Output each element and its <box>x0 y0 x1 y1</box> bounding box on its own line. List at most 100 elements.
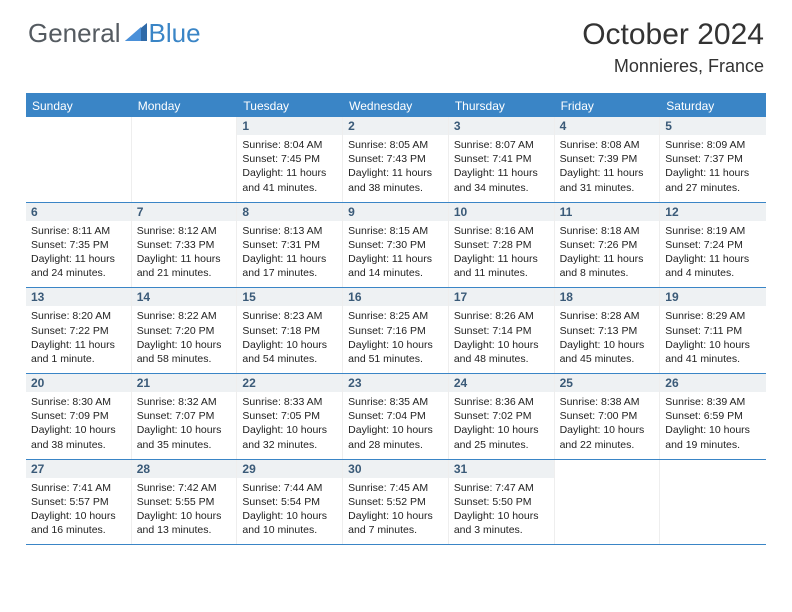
week-row: 1Sunrise: 8:04 AMSunset: 7:45 PMDaylight… <box>26 117 766 203</box>
day-number: 20 <box>26 374 131 392</box>
day-number: 12 <box>660 203 766 221</box>
day-info-line: and 3 minutes. <box>454 523 549 537</box>
day-cell: 20Sunrise: 8:30 AMSunset: 7:09 PMDayligh… <box>26 374 132 459</box>
day-number: 15 <box>237 288 342 306</box>
day-cell: 6Sunrise: 8:11 AMSunset: 7:35 PMDaylight… <box>26 203 132 288</box>
day-info-line: Sunset: 7:14 PM <box>454 324 549 338</box>
day-info-line: Daylight: 10 hours <box>348 423 443 437</box>
day-cell: 30Sunrise: 7:45 AMSunset: 5:52 PMDayligh… <box>343 460 449 545</box>
day-number: 3 <box>449 117 554 135</box>
day-info-line: and 4 minutes. <box>665 266 761 280</box>
day-number: 9 <box>343 203 448 221</box>
day-info-line: Daylight: 10 hours <box>348 338 443 352</box>
weekday-header: Friday <box>555 95 661 117</box>
weekday-header: Thursday <box>449 95 555 117</box>
day-cell: 15Sunrise: 8:23 AMSunset: 7:18 PMDayligh… <box>237 288 343 373</box>
day-info-line: Sunset: 7:26 PM <box>560 238 655 252</box>
day-info-line: Daylight: 10 hours <box>454 509 549 523</box>
header: General Blue October 2024 Monnieres, Fra… <box>0 0 792 83</box>
day-info-line: and 25 minutes. <box>454 438 549 452</box>
brand-part1: General <box>28 18 121 49</box>
day-info-line: and 58 minutes. <box>137 352 232 366</box>
day-info-line: Sunrise: 7:41 AM <box>31 481 126 495</box>
empty-cell <box>555 460 661 545</box>
day-number: 24 <box>449 374 554 392</box>
day-info-line: Sunset: 7:05 PM <box>242 409 337 423</box>
day-info-line: and 28 minutes. <box>348 438 443 452</box>
day-cell: 16Sunrise: 8:25 AMSunset: 7:16 PMDayligh… <box>343 288 449 373</box>
day-info-line: Sunrise: 8:15 AM <box>348 224 443 238</box>
day-info-line: and 13 minutes. <box>137 523 232 537</box>
day-info-line: Daylight: 10 hours <box>242 338 337 352</box>
day-info-line: Daylight: 11 hours <box>137 252 232 266</box>
day-info-line: Daylight: 10 hours <box>31 509 126 523</box>
day-info-line: Sunset: 5:55 PM <box>137 495 232 509</box>
day-cell: 24Sunrise: 8:36 AMSunset: 7:02 PMDayligh… <box>449 374 555 459</box>
day-info-line: Daylight: 11 hours <box>454 252 549 266</box>
weekday-header: Tuesday <box>237 95 343 117</box>
month-title: October 2024 <box>582 18 764 52</box>
day-info-line: Sunrise: 8:19 AM <box>665 224 761 238</box>
calendar: SundayMondayTuesdayWednesdayThursdayFrid… <box>26 93 766 545</box>
day-cell: 19Sunrise: 8:29 AMSunset: 7:11 PMDayligh… <box>660 288 766 373</box>
day-number: 25 <box>555 374 660 392</box>
day-cell: 26Sunrise: 8:39 AMSunset: 6:59 PMDayligh… <box>660 374 766 459</box>
day-cell: 31Sunrise: 7:47 AMSunset: 5:50 PMDayligh… <box>449 460 555 545</box>
day-info-line: Sunset: 7:04 PM <box>348 409 443 423</box>
day-info-line: Daylight: 11 hours <box>665 166 761 180</box>
day-info-line: Sunrise: 8:28 AM <box>560 309 655 323</box>
weekday-header: Wednesday <box>343 95 449 117</box>
day-info-line: and 16 minutes. <box>31 523 126 537</box>
week-row: 20Sunrise: 8:30 AMSunset: 7:09 PMDayligh… <box>26 374 766 460</box>
day-info-line: and 45 minutes. <box>560 352 655 366</box>
day-info-line: and 11 minutes. <box>454 266 549 280</box>
day-info-line: Sunrise: 8:30 AM <box>31 395 126 409</box>
day-info-line: Daylight: 11 hours <box>665 252 761 266</box>
day-info-line: Sunset: 5:54 PM <box>242 495 337 509</box>
day-info-line: Sunrise: 8:29 AM <box>665 309 761 323</box>
day-number: 17 <box>449 288 554 306</box>
day-info-line: and 1 minute. <box>31 352 126 366</box>
day-number: 31 <box>449 460 554 478</box>
day-info-line: and 35 minutes. <box>137 438 232 452</box>
weeks-container: 1Sunrise: 8:04 AMSunset: 7:45 PMDaylight… <box>26 117 766 545</box>
day-info-line: Sunset: 7:00 PM <box>560 409 655 423</box>
day-cell: 23 Sunrise: 8:35 AMSunset: 7:04 PMDayligh… <box>343 374 449 459</box>
day-cell: 17Sunrise: 8:26 AMSunset: 7:14 PMDayligh… <box>449 288 555 373</box>
day-info-line: and 27 minutes. <box>665 181 761 195</box>
day-info-line: Sunset: 6:59 PM <box>665 409 761 423</box>
day-info-line: Sunset: 7:33 PM <box>137 238 232 252</box>
day-info-line: and 22 minutes. <box>560 438 655 452</box>
day-cell: 21Sunrise: 8:32 AMSunset: 7:07 PMDayligh… <box>132 374 238 459</box>
day-number: 10 <box>449 203 554 221</box>
day-info-line: Sunrise: 8:22 AM <box>137 309 232 323</box>
day-info-line: and 54 minutes. <box>242 352 337 366</box>
day-info-line: Daylight: 10 hours <box>31 423 126 437</box>
day-info-line: and 17 minutes. <box>242 266 337 280</box>
day-number: 28 <box>132 460 237 478</box>
day-info-line: Daylight: 10 hours <box>665 338 761 352</box>
day-number: 5 <box>660 117 766 135</box>
day-info-line: Sunrise: 8:32 AM <box>137 395 232 409</box>
day-number: 7 <box>132 203 237 221</box>
week-row: 6Sunrise: 8:11 AMSunset: 7:35 PMDaylight… <box>26 203 766 289</box>
day-info-line: and 51 minutes. <box>348 352 443 366</box>
day-cell: 9Sunrise: 8:15 AMSunset: 7:30 PMDaylight… <box>343 203 449 288</box>
day-info-line: and 41 minutes. <box>665 352 761 366</box>
day-cell: 10Sunrise: 8:16 AMSunset: 7:28 PMDayligh… <box>449 203 555 288</box>
day-info-line: Sunset: 7:39 PM <box>560 152 655 166</box>
day-number: 4 <box>555 117 660 135</box>
day-info-line: Sunrise: 7:42 AM <box>137 481 232 495</box>
day-info-line: Sunrise: 8:35 AM <box>348 395 443 409</box>
day-info-line: Sunrise: 8:39 AM <box>665 395 761 409</box>
day-info-line: Sunrise: 8:13 AM <box>242 224 337 238</box>
day-info-line: and 21 minutes. <box>137 266 232 280</box>
location-label: Monnieres, France <box>582 56 764 77</box>
day-number: 23 <box>343 374 448 392</box>
day-info-line: Sunset: 5:50 PM <box>454 495 549 509</box>
day-info-line: Daylight: 10 hours <box>137 509 232 523</box>
day-cell: 27Sunrise: 7:41 AMSunset: 5:57 PMDayligh… <box>26 460 132 545</box>
day-info-line: and 34 minutes. <box>454 181 549 195</box>
day-info-line: and 38 minutes. <box>348 181 443 195</box>
day-cell: 1Sunrise: 8:04 AMSunset: 7:45 PMDaylight… <box>237 117 343 202</box>
